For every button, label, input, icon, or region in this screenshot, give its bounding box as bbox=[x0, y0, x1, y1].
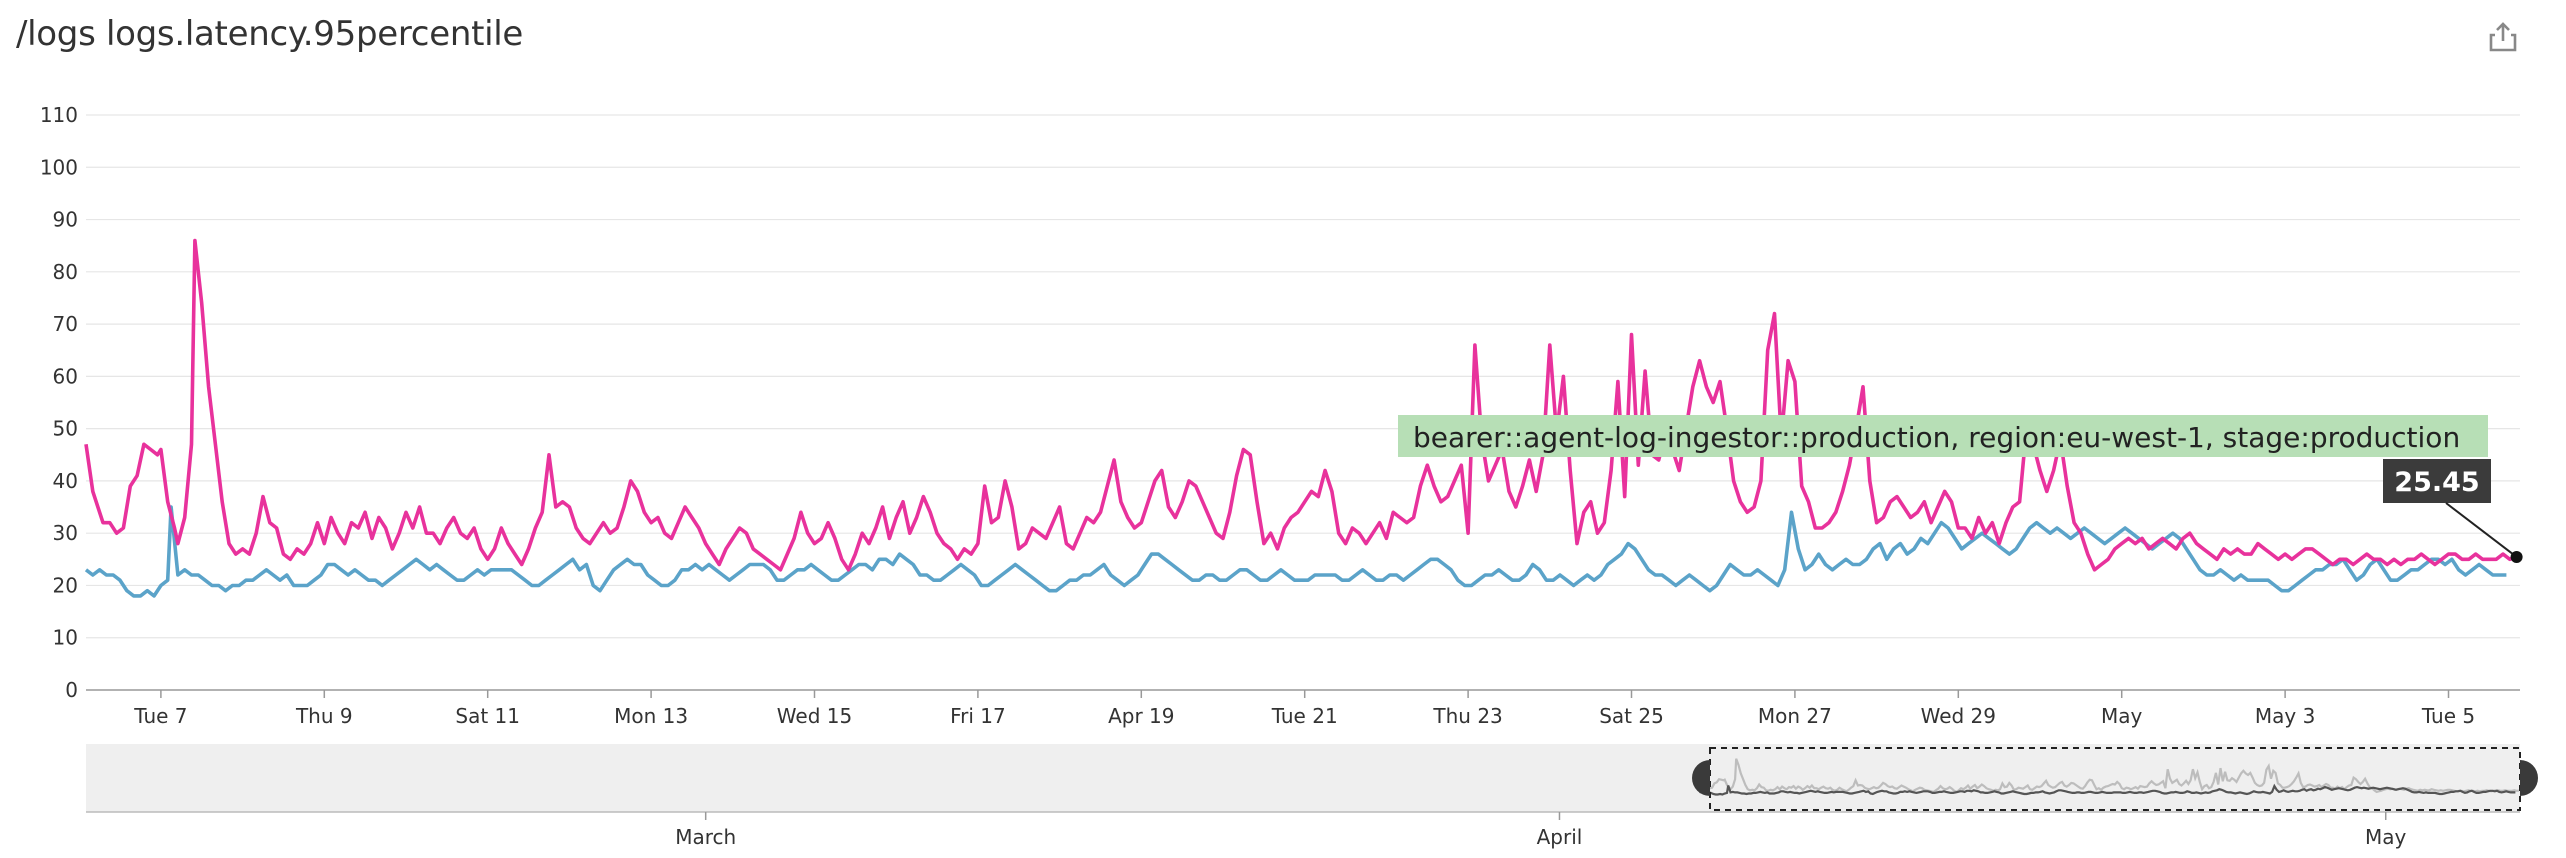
x-tick-label: Apr 19 bbox=[1108, 704, 1174, 728]
navigator-line-pink bbox=[1698, 758, 2519, 794]
page-title: /logs logs.latency.95percentile bbox=[16, 14, 524, 54]
y-tick-label: 90 bbox=[53, 208, 78, 232]
x-tick-label: May bbox=[2101, 704, 2143, 728]
navigator-tick-label: May bbox=[2365, 825, 2407, 849]
range-navigator[interactable]: March April May bbox=[86, 744, 2538, 849]
y-tick-label: 100 bbox=[40, 155, 78, 179]
tooltip-leader-line bbox=[2445, 502, 2518, 558]
x-tick-label: May 3 bbox=[2255, 704, 2315, 728]
x-tick-label: Mon 27 bbox=[1758, 704, 1832, 728]
navigator-series bbox=[1698, 758, 2519, 796]
series-lines bbox=[84, 238, 2518, 598]
x-tick-label: Fri 17 bbox=[950, 704, 1006, 728]
navigator-tick-label: March bbox=[675, 825, 736, 849]
x-tick-label: Tue 7 bbox=[133, 704, 187, 728]
hover-point bbox=[2510, 550, 2523, 563]
x-tick-label: Thu 9 bbox=[295, 704, 353, 728]
x-tick-label: Sat 25 bbox=[1599, 704, 1664, 728]
navigator-tick-label: April bbox=[1537, 825, 1583, 849]
y-tick-label: 50 bbox=[53, 417, 78, 441]
y-tick-label: 80 bbox=[53, 260, 78, 284]
y-tick-label: 110 bbox=[40, 103, 78, 127]
tooltip-label: bearer::agent-log-ingestor::production, … bbox=[1413, 421, 2460, 454]
share-icon[interactable] bbox=[2486, 20, 2520, 54]
value-badge-bg bbox=[2383, 459, 2491, 503]
y-tick-label: 70 bbox=[53, 312, 78, 336]
y-tick-label: 10 bbox=[53, 626, 78, 650]
tooltip-label-bg bbox=[1398, 415, 2488, 457]
y-axis: 0 10 20 30 40 50 60 70 80 90 100 110 bbox=[40, 103, 78, 702]
y-tick-label: 20 bbox=[53, 573, 78, 597]
x-tick-label: Wed 15 bbox=[777, 704, 852, 728]
y-tick-label: 40 bbox=[53, 469, 78, 493]
series-line-pink[interactable] bbox=[84, 238, 2518, 572]
x-tick-label: Mon 13 bbox=[614, 704, 688, 728]
navigator-background bbox=[86, 744, 2520, 812]
x-tick-label: Thu 23 bbox=[1432, 704, 1502, 728]
navigator-handle-right[interactable] bbox=[2520, 760, 2538, 796]
x-tick-label: Sat 11 bbox=[455, 704, 520, 728]
y-tick-label: 30 bbox=[53, 521, 78, 545]
x-axis: Tue 7 Thu 9 Sat 11 Mon 13 Wed 15 Fri 17 Apr 19… bbox=[133, 690, 2475, 728]
value-badge: 25.45 bbox=[2394, 467, 2479, 498]
navigator-handle-left[interactable] bbox=[1692, 760, 1710, 796]
hover-tooltip: bearer::agent-log-ingestor::production, … bbox=[1398, 415, 2523, 563]
x-tick-label: Wed 29 bbox=[1921, 704, 1996, 728]
x-tick-label: Tue 21 bbox=[1271, 704, 1338, 728]
y-tick-label: 60 bbox=[53, 364, 78, 388]
y-tick-label: 0 bbox=[65, 678, 78, 702]
series-line-blue[interactable] bbox=[84, 505, 2507, 598]
navigator-line-blue bbox=[1699, 783, 2516, 796]
x-tick-label: Tue 5 bbox=[2421, 704, 2475, 728]
navigator-axis: March April May bbox=[675, 812, 2407, 849]
grid-lines bbox=[86, 114, 2520, 691]
